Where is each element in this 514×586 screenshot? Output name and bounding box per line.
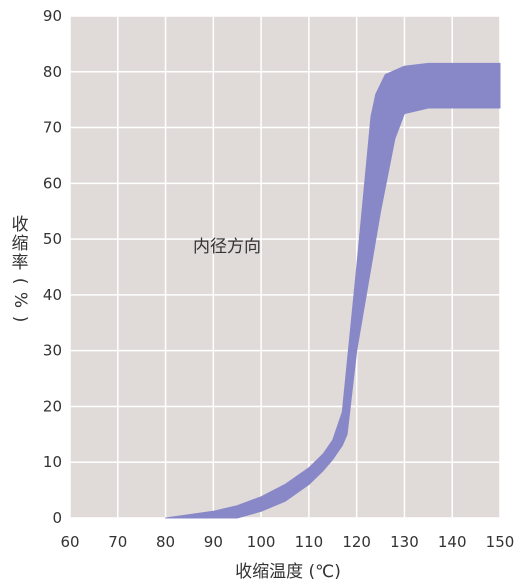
y-axis-title-char: ) <box>10 316 30 323</box>
x-tick-130: 130 <box>390 533 419 551</box>
y-axis-title-char: 率 <box>12 253 29 273</box>
x-tick-60: 60 <box>60 533 79 551</box>
x-tick-80: 80 <box>156 533 175 551</box>
x-tick-100: 100 <box>247 533 276 551</box>
shrinkage-band <box>165 62 501 519</box>
y-tick-90: 90 <box>43 7 62 25</box>
y-tick-40: 40 <box>43 286 62 304</box>
y-axis-title-char: 收 <box>12 215 29 235</box>
y-tick-0: 0 <box>52 509 62 527</box>
x-tick-150: 150 <box>486 533 514 551</box>
y-tick-30: 30 <box>43 342 62 360</box>
y-tick-10: 10 <box>43 453 62 471</box>
y-tick-80: 80 <box>43 63 62 81</box>
y-tick-labels: 0 10 20 30 40 50 60 70 80 90 <box>43 7 62 527</box>
y-tick-20: 20 <box>43 397 62 415</box>
annotation-label: 内径方向 <box>193 237 261 257</box>
y-axis-title-char: % <box>10 292 30 308</box>
y-axis-title-char: 缩 <box>12 234 29 254</box>
y-axis-title-char: ( <box>10 278 30 285</box>
x-tick-labels: 60 70 80 90 100 110 120 130 140 150 <box>60 533 514 551</box>
x-tick-90: 90 <box>204 533 223 551</box>
y-axis-title: 收缩率 (%) <box>10 215 30 322</box>
x-axis-title: 收缩温度 (℃) <box>235 562 341 582</box>
y-tick-60: 60 <box>43 174 62 192</box>
x-tick-140: 140 <box>438 533 467 551</box>
y-tick-70: 70 <box>43 119 62 137</box>
x-tick-110: 110 <box>295 533 324 551</box>
y-tick-50: 50 <box>43 230 62 248</box>
x-tick-70: 70 <box>108 533 127 551</box>
x-tick-120: 120 <box>342 533 371 551</box>
